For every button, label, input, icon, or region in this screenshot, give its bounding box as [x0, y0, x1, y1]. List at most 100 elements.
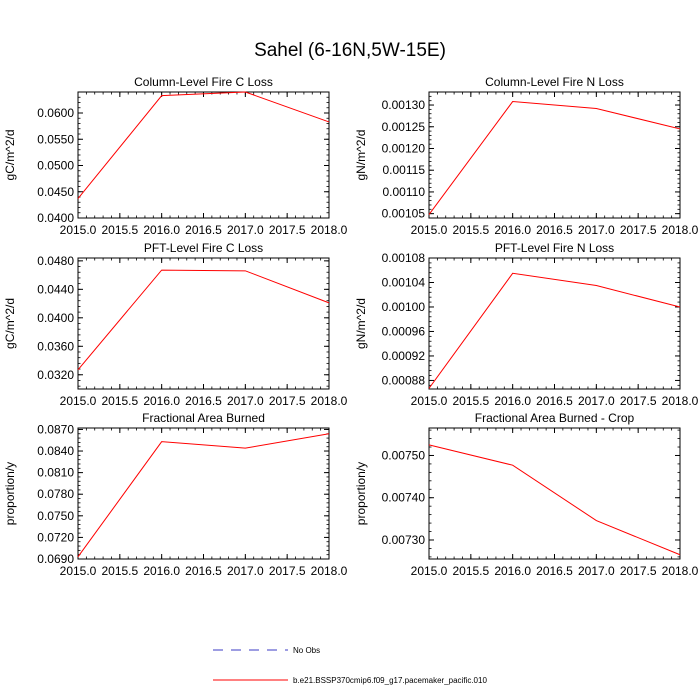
x-tick-label: 2015.0	[60, 564, 97, 578]
x-tick-label: 2017.5	[269, 223, 306, 237]
y-axis-label: gN/m^2/d	[354, 298, 368, 349]
x-tick-label: 2018.0	[311, 223, 348, 237]
x-tick-label: 2015.5	[452, 394, 489, 408]
x-tick-label: 2016.5	[185, 394, 222, 408]
x-tick-label: 2017.5	[269, 564, 306, 578]
x-tick-label: 2017.5	[620, 394, 657, 408]
y-tick-label: 0.0400	[37, 211, 74, 225]
y-tick-label: 0.0780	[37, 487, 74, 501]
y-tick-label: 0.00740	[382, 491, 426, 505]
y-tick-label: 0.0840	[37, 444, 74, 458]
x-tick-label: 2015.0	[60, 394, 97, 408]
x-tick-label: 2015.0	[411, 564, 448, 578]
x-tick-label: 2016.0	[494, 223, 531, 237]
x-tick-label: 2015.5	[452, 564, 489, 578]
series-line	[428, 444, 681, 556]
x-tick-label: 2016.0	[494, 394, 531, 408]
y-tick-label: 0.0750	[37, 509, 74, 523]
x-tick-label: 2018.0	[311, 564, 348, 578]
series-line	[77, 91, 330, 199]
x-tick-label: 2017.0	[578, 564, 615, 578]
y-axis-label: proportion/y	[354, 462, 368, 525]
y-tick-label: 0.00110	[383, 185, 426, 199]
x-tick-label: 2016.0	[143, 223, 180, 237]
x-tick-label: 2017.0	[227, 564, 264, 578]
x-tick-label: 2017.0	[227, 394, 264, 408]
plot-frame	[428, 91, 681, 219]
panel-title: Column-Level Fire C Loss	[134, 75, 273, 89]
y-tick-label: 0.00088	[382, 373, 426, 387]
series-line	[428, 101, 681, 215]
panel-3: PFT-Level Fire C Loss gC/m^2/d 2015.0 2015.…	[3, 241, 348, 408]
y-tick-label: 0.0870	[37, 422, 74, 436]
x-tick-label: 2016.0	[143, 564, 180, 578]
x-tick-label: 2016.0	[494, 564, 531, 578]
y-tick-label: 0.00120	[382, 141, 426, 155]
x-tick-label: 2017.5	[620, 223, 657, 237]
series-line	[428, 272, 681, 389]
x-tick-label: 2016.5	[536, 394, 573, 408]
x-tick-label: 2018.0	[311, 394, 348, 408]
panel-4: PFT-Level Fire N Loss gN/m^2/d 2015.0 2015.…	[354, 241, 699, 408]
y-tick-label: 0.00115	[383, 163, 426, 177]
x-tick-label: 2016.5	[185, 564, 222, 578]
x-tick-label: 2018.0	[662, 223, 699, 237]
y-tick-label: 0.00108	[382, 251, 426, 265]
y-axis-label: gC/m^2/d	[3, 298, 17, 349]
y-tick-label: 0.0550	[37, 132, 74, 146]
x-tick-label: 2018.0	[662, 564, 699, 578]
x-tick-label: 2016.5	[536, 223, 573, 237]
y-tick-label: 0.00100	[382, 300, 426, 314]
figure-title: Sahel (6-16N,5W-15E)	[254, 40, 446, 61]
y-tick-label: 0.00130	[382, 98, 426, 112]
panel-title: Column-Level Fire N Loss	[485, 75, 624, 89]
y-tick-label: 0.0440	[37, 282, 74, 296]
panel-6: Fractional Area Burned - Crop proportion/…	[354, 411, 699, 578]
y-tick-label: 0.00105	[382, 207, 426, 221]
panel-title: PFT-Level Fire C Loss	[144, 241, 263, 255]
panel-1: Column-Level Fire C Loss gC/m^2/d 2015.0 20…	[3, 75, 348, 237]
x-tick-label: 2015.0	[60, 223, 97, 237]
panel-title: Fractional Area Burned	[142, 411, 265, 425]
y-tick-label: 0.0360	[37, 339, 74, 353]
x-tick-label: 2018.0	[662, 394, 699, 408]
plot-frame	[77, 257, 330, 390]
y-tick-label: 0.00750	[382, 448, 426, 462]
y-axis-label: gN/m^2/d	[354, 130, 368, 181]
y-axis-label: gC/m^2/d	[3, 130, 17, 181]
y-tick-label: 0.0500	[37, 159, 74, 173]
series-line	[77, 433, 330, 558]
y-tick-label: 0.00125	[382, 120, 426, 134]
y-tick-label: 0.0480	[37, 254, 74, 268]
plot-frame	[77, 91, 330, 219]
panel-title: PFT-Level Fire N Loss	[495, 241, 614, 255]
x-tick-label: 2016.5	[185, 223, 222, 237]
panel-2: Column-Level Fire N Loss gN/m^2/d 2015.0 20…	[354, 75, 699, 237]
series-line	[77, 269, 330, 371]
x-tick-label: 2015.0	[411, 223, 448, 237]
y-tick-label: 0.0600	[37, 106, 74, 120]
y-tick-label: 0.0810	[37, 466, 74, 480]
y-tick-label: 0.0320	[37, 368, 74, 382]
y-tick-label: 0.00096	[382, 324, 426, 338]
y-tick-label: 0.00092	[382, 349, 426, 363]
x-tick-label: 2015.5	[101, 223, 138, 237]
y-tick-label: 0.0720	[37, 530, 74, 544]
y-tick-label: 0.00730	[382, 533, 426, 547]
x-tick-label: 2017.0	[578, 394, 615, 408]
x-tick-label: 2017.5	[269, 394, 306, 408]
y-axis-label: proportion/y	[3, 462, 17, 525]
panel-5: Fractional Area Burned proportion/y 2015.0…	[3, 411, 348, 578]
x-tick-label: 2017.5	[620, 564, 657, 578]
x-tick-label: 2017.0	[227, 223, 264, 237]
y-tick-label: 0.0450	[37, 185, 74, 199]
x-tick-label: 2015.5	[101, 564, 138, 578]
panel-title: Fractional Area Burned - Crop	[475, 411, 635, 425]
x-tick-label: 2016.0	[143, 394, 180, 408]
y-tick-label: 0.00104	[382, 275, 426, 289]
x-tick-label: 2016.5	[536, 564, 573, 578]
plot-frame	[428, 257, 681, 390]
y-tick-label: 0.0690	[37, 552, 74, 566]
